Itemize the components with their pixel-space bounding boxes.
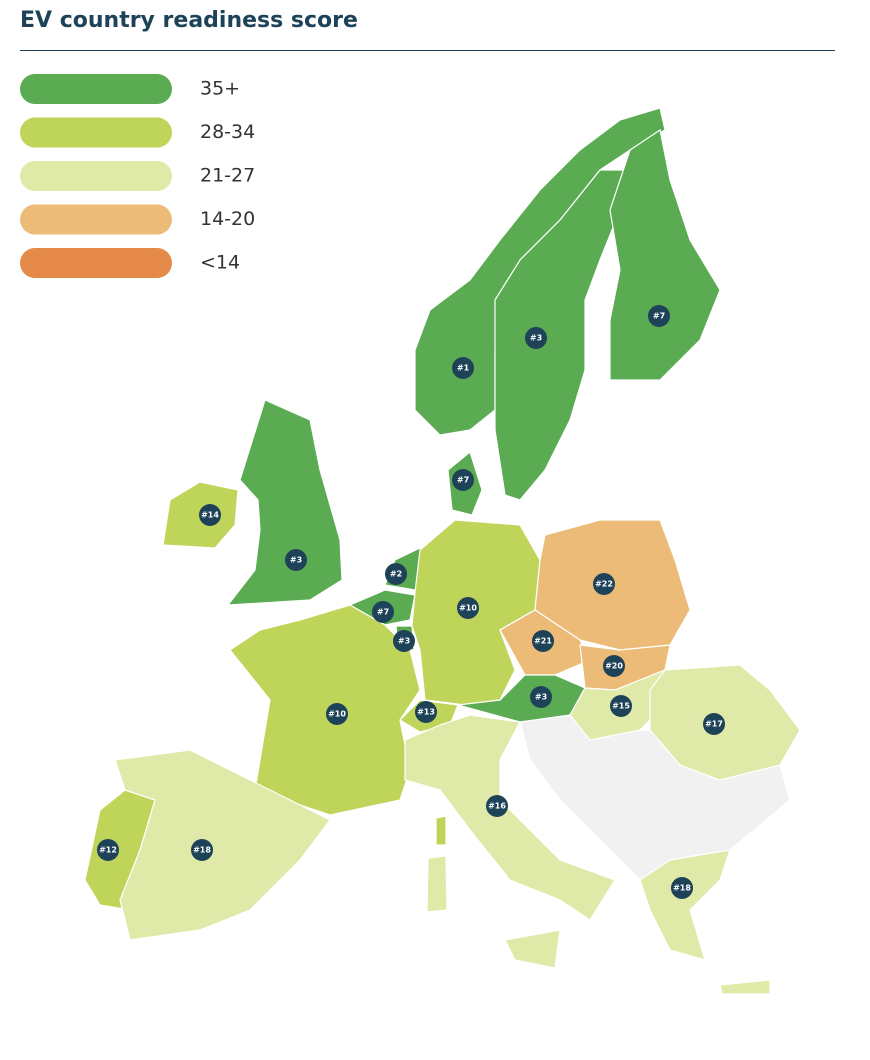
country [404, 714, 616, 921]
rank-marker [452, 357, 474, 379]
corsica [435, 815, 447, 846]
legend-swatch [20, 117, 172, 148]
rank-label: #16 [488, 802, 506, 811]
rank-label: #3 [290, 556, 302, 565]
rank-label: #10 [459, 604, 477, 613]
rank-marker [199, 504, 221, 526]
rank-label: #21 [534, 637, 552, 646]
rank-marker [610, 695, 632, 717]
rank-label: #20 [605, 662, 623, 671]
country [494, 169, 631, 501]
rank-marker [486, 795, 508, 817]
regions [426, 714, 791, 995]
rank-marker [525, 327, 547, 349]
countries [84, 107, 801, 961]
rank-label: #10 [328, 710, 346, 719]
sardinia [426, 855, 448, 913]
rank-marker [703, 713, 725, 735]
legend: 35+ 28-34 21-27 14-20 <14 [20, 74, 255, 278]
country [649, 664, 801, 781]
rank-label: #2 [390, 570, 402, 579]
rank-marker [393, 630, 415, 652]
rank-marker [457, 597, 479, 619]
rank-label: #3 [398, 637, 410, 646]
country [226, 399, 343, 606]
divider [20, 50, 835, 51]
sicily [504, 929, 561, 969]
rank-label: #17 [705, 720, 723, 729]
rank-label: #7 [457, 476, 469, 485]
legend-swatch [20, 204, 172, 235]
legend-label: 35+ [200, 78, 240, 100]
rank-label: #1 [457, 364, 470, 373]
country [639, 849, 731, 961]
rank-marker [326, 703, 348, 725]
legend-label: <14 [200, 252, 240, 274]
rank-label: #3 [530, 334, 542, 343]
rank-marker [191, 839, 213, 861]
rank-marker [372, 601, 394, 623]
legend-label: 14-20 [200, 208, 255, 230]
rank-label: #13 [417, 708, 435, 717]
country [609, 129, 721, 381]
rank-label: #7 [653, 312, 665, 321]
rank-marker [671, 877, 693, 899]
rank-marker [97, 839, 119, 861]
country [114, 749, 331, 941]
rank-marker [593, 573, 615, 595]
rank-label: #18 [193, 846, 211, 855]
country [229, 604, 421, 816]
rank-label: #12 [99, 846, 117, 855]
legend-swatch [20, 74, 172, 104]
crete [719, 979, 771, 995]
rank-marker [648, 305, 670, 327]
legend-swatch [20, 248, 172, 278]
rank-marker [385, 563, 407, 585]
legend-label: 21-27 [200, 165, 255, 187]
rank-label: #3 [535, 693, 547, 702]
rank-marker [603, 655, 625, 677]
rank-label: #15 [612, 702, 630, 711]
country [414, 107, 666, 436]
legend-swatch [20, 161, 172, 191]
country [457, 674, 586, 723]
rank-marker [285, 549, 307, 571]
rank-label: #22 [595, 580, 613, 589]
rank-marker [452, 469, 474, 491]
rank-marker [532, 630, 554, 652]
rank-marker [415, 701, 437, 723]
rank-label: #18 [673, 884, 691, 893]
rank-label: #14 [201, 511, 219, 520]
markers: #1 #3 #7 #7 #14 #3 #2 #7 #3 #10 #22 #21 #20 #3 #15 #17 #… [97, 305, 725, 899]
rank-marker [530, 686, 552, 708]
rank-label: #7 [377, 608, 389, 617]
legend-label: 28-34 [200, 121, 255, 143]
title: EV country readiness score [20, 8, 358, 33]
